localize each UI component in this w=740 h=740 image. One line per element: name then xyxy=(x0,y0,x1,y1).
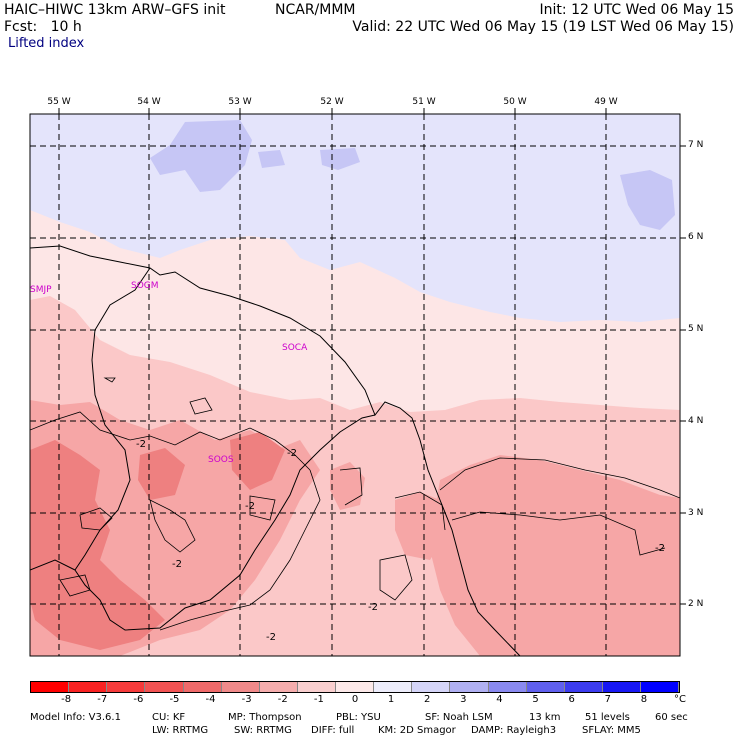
lat-label: 5 N xyxy=(688,324,704,334)
contour-label: -2 xyxy=(287,448,297,459)
colorbar-tick-label: 6 xyxy=(568,694,575,705)
colorbar-tick-label: 3 xyxy=(460,694,467,705)
station-label: SOOS xyxy=(208,455,234,465)
stable-region-strong xyxy=(620,170,675,230)
colorbar-swatch xyxy=(641,682,680,692)
colorbar-tick-label: 0 xyxy=(351,694,359,705)
lat-label: 6 N xyxy=(688,232,704,242)
unstable-region-medium xyxy=(395,492,445,560)
colorbar xyxy=(30,681,680,693)
graticule xyxy=(30,114,680,656)
colorbar-swatch xyxy=(564,682,603,692)
colorbar-tick-label: -1 xyxy=(313,694,324,705)
contour-label: -2 xyxy=(172,559,182,570)
border-line xyxy=(30,559,76,571)
lon-label: 52 W xyxy=(320,97,344,107)
stable-region-strong xyxy=(320,148,360,170)
stable-region-strong xyxy=(150,120,252,192)
colorbar-swatch xyxy=(259,682,298,692)
footer-pbl: PBL: YSU xyxy=(336,712,381,723)
lat-label: 2 N xyxy=(688,599,704,609)
station-label: SOCA xyxy=(282,343,308,353)
colorbar-tick-label: 2 xyxy=(424,694,431,705)
colorbar-tick-label: 7 xyxy=(604,694,611,705)
border-line xyxy=(74,267,376,631)
lat-label: 4 N xyxy=(688,416,704,426)
lat-ticks xyxy=(680,145,686,605)
colorbar-swatch xyxy=(488,682,527,692)
organization-label: NCAR/MMM xyxy=(275,2,356,18)
footer-cumulus: CU: KF xyxy=(152,712,186,723)
lon-label: 54 W xyxy=(137,97,161,107)
lon-label: 53 W xyxy=(228,97,252,107)
colorbar-tick-label: 8 xyxy=(640,694,648,705)
colorbar-swatch xyxy=(145,682,184,692)
colorbar-swatch xyxy=(412,682,451,692)
colorbar-tick-label: -8 xyxy=(61,694,72,705)
footer-longwave: LW: RRTMG xyxy=(152,725,209,736)
lon-label: 55 W xyxy=(47,97,71,107)
colorbar-swatch xyxy=(107,682,146,692)
colorbar-tick-label: -2 xyxy=(277,694,288,705)
unstable-region-strong xyxy=(30,440,165,650)
lon-label: 51 W xyxy=(412,97,436,107)
colorbar-swatch xyxy=(183,682,222,692)
footer-surface: SF: Noah LSM xyxy=(425,712,493,723)
coastline xyxy=(30,245,521,656)
colorbar-tick-label: -4 xyxy=(205,694,216,705)
contour-label: -2 xyxy=(655,543,665,554)
colorbar-unit: °C xyxy=(674,694,686,705)
footer-km: KM: 2D Smagor xyxy=(378,725,456,736)
lat-label: 7 N xyxy=(688,140,704,150)
colorbar-tick-label: -3 xyxy=(241,694,252,705)
contour-label: -2 xyxy=(136,439,146,450)
colorbar-swatch xyxy=(374,682,413,692)
unstable-region-strong xyxy=(138,448,185,500)
station-label: SMJP xyxy=(30,285,52,295)
contour-label: -2 xyxy=(368,602,378,613)
footer-model-version: Model Info: V3.6.1 xyxy=(30,712,121,723)
colorbar-swatch xyxy=(526,682,565,692)
lon-ticks xyxy=(58,108,607,114)
colorbar-tick-label: 5 xyxy=(532,694,539,705)
valid-time: Valid: 22 UTC Wed 06 May 15 (19 LST Wed … xyxy=(352,19,734,35)
lon-label: 50 W xyxy=(503,97,527,107)
stable-region-strong xyxy=(258,150,285,168)
contour-lines xyxy=(30,377,680,631)
colorbar-swatch xyxy=(450,682,489,692)
lon-label: 49 W xyxy=(594,97,618,107)
forecast-hour: Fcst: 10 h xyxy=(4,19,82,35)
colorbar-tick-label: -6 xyxy=(133,694,144,705)
colorbar-swatch xyxy=(31,682,70,692)
colorbar-swatch xyxy=(297,682,336,692)
lat-label: 3 N xyxy=(688,508,704,518)
footer-diffusion: DIFF: full xyxy=(311,725,355,736)
colorbar-tick-label: 4 xyxy=(496,694,503,705)
footer-surface-layer: SFLAY: MM5 xyxy=(582,725,641,736)
unstable-region-strong xyxy=(230,432,285,490)
colorbar-swatch xyxy=(221,682,260,692)
colorbar-tick-label: -7 xyxy=(97,694,108,705)
footer-levels: 51 levels xyxy=(585,712,630,723)
colorbar-swatch xyxy=(602,682,641,692)
footer-damping: DAMP: Rayleigh3 xyxy=(471,725,557,736)
model-title: HAIC–HIWC 13km ARW–GFS init xyxy=(4,2,226,18)
colorbar-tick-label: -5 xyxy=(169,694,180,705)
field-name: Lifted index xyxy=(8,36,85,51)
station-label: SOGM xyxy=(131,281,159,291)
footer-shortwave: SW: RRTMG xyxy=(234,725,292,736)
unstable-region-medium xyxy=(430,455,680,656)
init-time: Init: 12 UTC Wed 06 May 15 xyxy=(539,2,734,18)
colorbar-swatch xyxy=(69,682,108,692)
footer-microphysics: MP: Thompson xyxy=(228,712,302,723)
colorbar-swatch xyxy=(336,682,375,692)
footer-timestep: 60 sec xyxy=(655,712,688,723)
contour-label: -2 xyxy=(266,632,276,643)
footer-resolution: 13 km xyxy=(529,712,561,723)
contour-label: -2 xyxy=(245,501,255,512)
colorbar-tick-label: 1 xyxy=(387,694,395,705)
map-frame xyxy=(29,113,681,657)
